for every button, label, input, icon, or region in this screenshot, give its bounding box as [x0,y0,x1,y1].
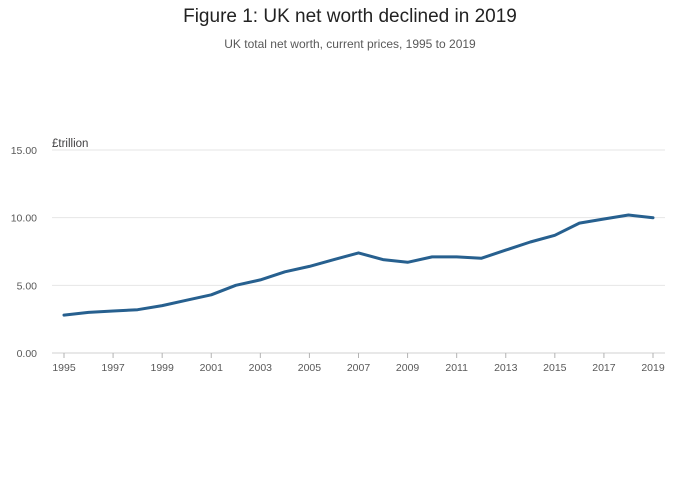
data-point-1996[interactable] [83,306,95,318]
data-point-2013[interactable] [500,244,512,256]
y-axis-unit-label: £trillion [52,138,88,150]
data-point-2010[interactable] [426,251,438,263]
x-tick-label: 1999 [150,362,174,374]
x-axis: 1995 1997 1999 2001 2003 2005 2007 2009 2011 2013… [52,353,665,374]
x-tick-label: 1997 [101,362,125,374]
chart-title: Figure 1: UK net worth declined in 2019 [183,6,517,27]
data-point-1998[interactable] [132,304,144,316]
x-tick-label: 2015 [543,362,567,374]
data-point-2005[interactable] [303,260,315,272]
data-point-2008[interactable] [377,254,389,266]
data-point-2001[interactable] [205,289,217,301]
y-tick-label: 0.00 [17,348,38,360]
data-point-2011[interactable] [451,251,463,263]
data-point-2015[interactable] [549,229,561,241]
series-line-0 [62,213,655,317]
x-tick-label: 2019 [641,362,665,374]
x-tick-label: 2001 [200,362,224,374]
data-point-2009[interactable] [402,256,414,268]
data-point-1999[interactable] [156,300,168,312]
data-point-2002[interactable] [230,279,242,291]
data-point-2018[interactable] [623,209,635,221]
data-point-1995[interactable] [58,309,70,321]
y-axis: 0.00 5.00 10.00 15.00 [11,145,37,360]
data-point-2012[interactable] [475,252,487,264]
data-point-2019[interactable] [647,212,659,224]
series-group [58,209,659,321]
x-tick-label: 2009 [396,362,420,374]
y-tick-label: 10.00 [11,213,37,225]
x-tick-label: 2005 [298,362,322,374]
data-point-2003[interactable] [254,274,266,286]
data-point-2007[interactable] [353,247,365,259]
data-point-2000[interactable] [181,294,193,306]
x-tick-label: 2011 [445,362,468,374]
chart-subtitle: UK total net worth, current prices, 1995… [224,37,476,51]
data-point-1997[interactable] [107,305,119,317]
data-point-2006[interactable] [328,254,340,266]
x-tick-label: 2003 [249,362,273,374]
x-tick-label: 2013 [494,362,518,374]
data-point-2004[interactable] [279,266,291,278]
data-point-2016[interactable] [573,217,585,229]
x-tick-label: 1995 [52,362,76,374]
x-tick-label: 2017 [592,362,616,374]
y-tick-label: 5.00 [17,280,38,292]
data-point-2017[interactable] [598,213,610,225]
data-point-2014[interactable] [524,236,536,248]
x-tick-label: 2007 [347,362,371,374]
y-tick-label: 15.00 [11,145,37,157]
